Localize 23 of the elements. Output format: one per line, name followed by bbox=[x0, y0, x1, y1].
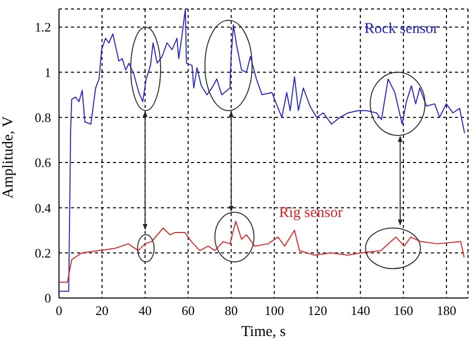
x-tick-label: 160 bbox=[394, 303, 414, 318]
x-tick-label: 120 bbox=[308, 303, 328, 318]
y-tick-label: 0.6 bbox=[34, 155, 52, 170]
text: Rock sensor bbox=[364, 20, 438, 37]
y-tick-label: 0.2 bbox=[34, 245, 51, 260]
x-tick-label: 140 bbox=[350, 303, 370, 318]
x-tick-label: 20 bbox=[96, 303, 109, 318]
y-tick-label: 0.8 bbox=[34, 110, 51, 125]
x-axis-title: Time, s bbox=[241, 324, 286, 340]
y-tick-label: 0 bbox=[44, 290, 51, 306]
x-tick-label: 100 bbox=[264, 303, 284, 318]
y-axis-title: Amplitude, V bbox=[0, 116, 16, 198]
x-tick-label: 40 bbox=[138, 303, 152, 318]
series-label: Rig sensor bbox=[278, 204, 343, 221]
x-tick-label: 60 bbox=[182, 303, 195, 318]
line-series bbox=[59, 9, 466, 292]
y-tick-label: 1 bbox=[44, 64, 51, 80]
y-tick-label: 1.2 bbox=[34, 20, 51, 35]
y-tick-label: 0.4 bbox=[34, 200, 52, 216]
x-tick-label: 0 bbox=[56, 303, 62, 318]
x-tick-label: 80 bbox=[224, 303, 238, 318]
x-tick-label: 180 bbox=[436, 303, 456, 318]
line-series bbox=[59, 220, 465, 283]
